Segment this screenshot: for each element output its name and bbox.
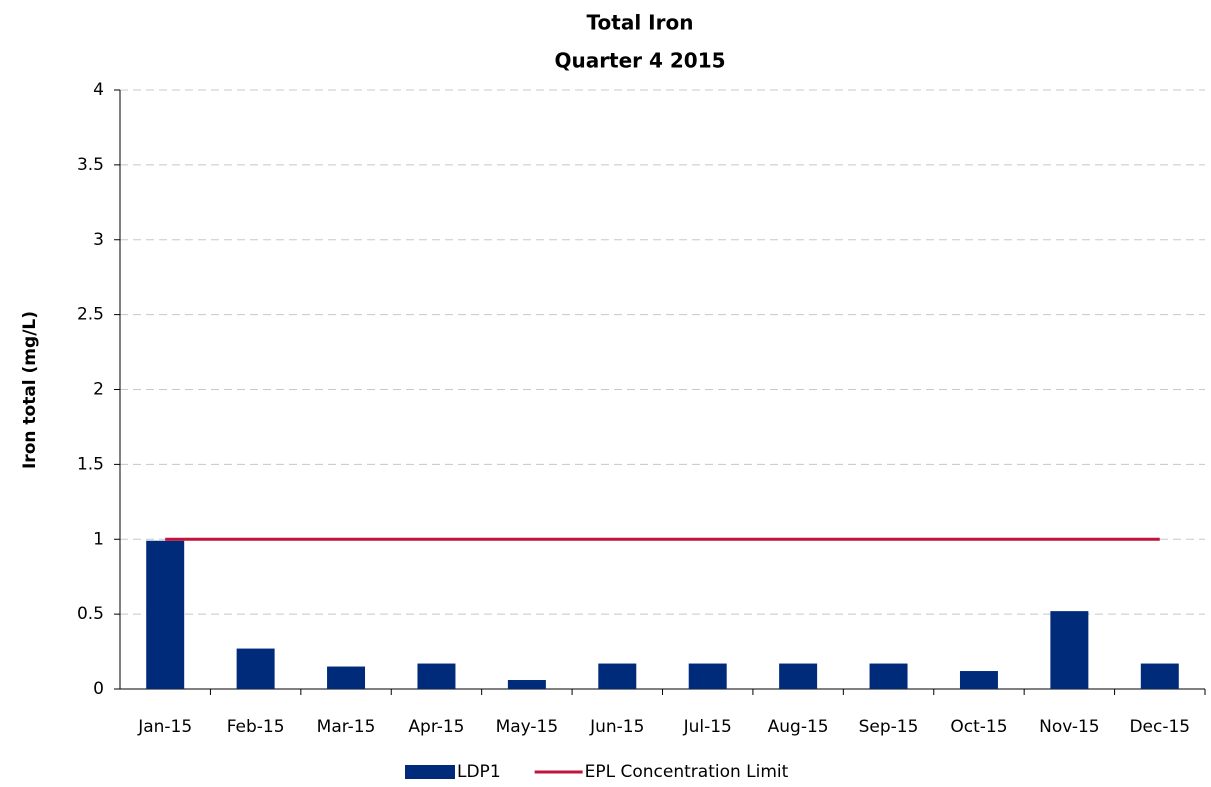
bar (507, 680, 546, 689)
bar (869, 663, 908, 689)
y-tick-label: 1 (93, 529, 104, 549)
y-tick-label: 3.5 (77, 155, 104, 175)
bar (598, 663, 637, 689)
x-tick-label: Oct-15 (950, 717, 1007, 737)
bar (1140, 663, 1179, 689)
y-axis-label: Iron total (mg/L) (20, 311, 40, 469)
x-tick-label: Jan-15 (137, 717, 192, 737)
x-tick-label: Aug-15 (768, 717, 829, 737)
x-tick-label: Apr-15 (408, 717, 464, 737)
x-tick-label: Nov-15 (1039, 717, 1100, 737)
y-tick-label: 3 (93, 230, 104, 250)
bar (146, 540, 185, 689)
x-tick-label: Mar-15 (317, 717, 376, 737)
y-tick-label: 1.5 (77, 454, 104, 474)
x-tick-label: Sep-15 (859, 717, 919, 737)
bar (1050, 611, 1089, 689)
bar (417, 663, 456, 689)
legend-label: LDP1 (457, 762, 501, 782)
y-tick-label: 2 (93, 380, 104, 400)
y-tick-label: 0.5 (77, 604, 104, 624)
x-tick-label: Jul-15 (683, 717, 732, 737)
x-tick-label: Dec-15 (1129, 717, 1190, 737)
bar (236, 648, 275, 689)
y-tick-label: 0 (93, 679, 104, 699)
bar (959, 671, 998, 689)
y-tick-label: 4 (93, 80, 104, 100)
y-tick-label: 2.5 (77, 305, 104, 325)
bar (688, 663, 727, 689)
bar (327, 666, 366, 689)
bar (779, 663, 818, 689)
chart-subtitle: Quarter 4 2015 (554, 49, 725, 73)
legend-swatch (405, 765, 455, 779)
chart-title: Total Iron (587, 11, 694, 35)
x-tick-label: Feb-15 (227, 717, 285, 737)
legend-label: EPL Concentration Limit (585, 762, 789, 782)
x-tick-label: Jun-15 (589, 717, 644, 737)
x-tick-label: May-15 (496, 717, 559, 737)
